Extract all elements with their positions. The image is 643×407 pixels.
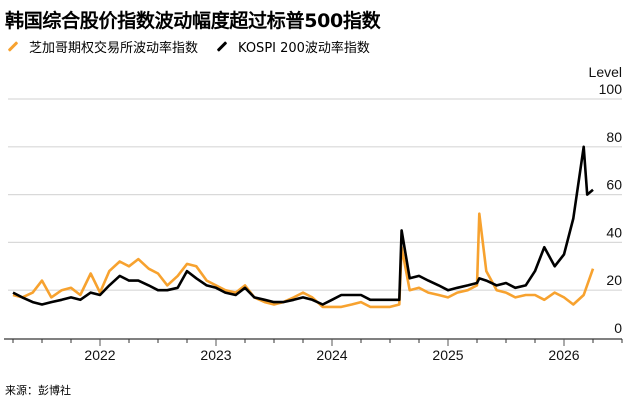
x-tick-label: 2023: [200, 347, 231, 363]
legend-label-vix: 芝加哥期权交易所波动率指数: [29, 41, 199, 56]
legend-item-vix: 芝加哥期权交易所波动率指数: [5, 37, 198, 56]
kospi-series-line: [12, 145, 594, 306]
legend: 芝加哥期权交易所波动率指数 KOSPI 200波动率指数: [5, 37, 386, 56]
x-axis: 2022 2023 2024 2025 2026: [4, 338, 623, 363]
x-tick-label: 2025: [432, 347, 463, 363]
y-axis-unit-label: Level: [589, 64, 622, 80]
legend-label-kospi: KOSPI 200波动率指数: [238, 41, 370, 56]
y-tick-label: 80: [606, 129, 622, 145]
y-tick-label: 20: [606, 272, 622, 288]
x-tick-label: 2024: [316, 347, 347, 363]
y-tick-label: 100: [599, 81, 623, 97]
vix-series-line: [12, 212, 595, 309]
x-tick-label: 2026: [548, 347, 579, 363]
legend-item-kospi: KOSPI 200波动率指数: [214, 37, 370, 56]
y-tick-label: 0: [614, 320, 622, 336]
gridlines: [8, 98, 622, 291]
source-note: 来源：彭博社: [5, 384, 71, 397]
chart-title: 韩国综合股价指数波动幅度超过标普500指数: [5, 10, 381, 32]
y-tick-label: 60: [606, 177, 622, 193]
series-lines: [12, 145, 595, 309]
y-tick-label: 40: [606, 224, 622, 240]
x-tick-label: 2022: [84, 347, 115, 363]
